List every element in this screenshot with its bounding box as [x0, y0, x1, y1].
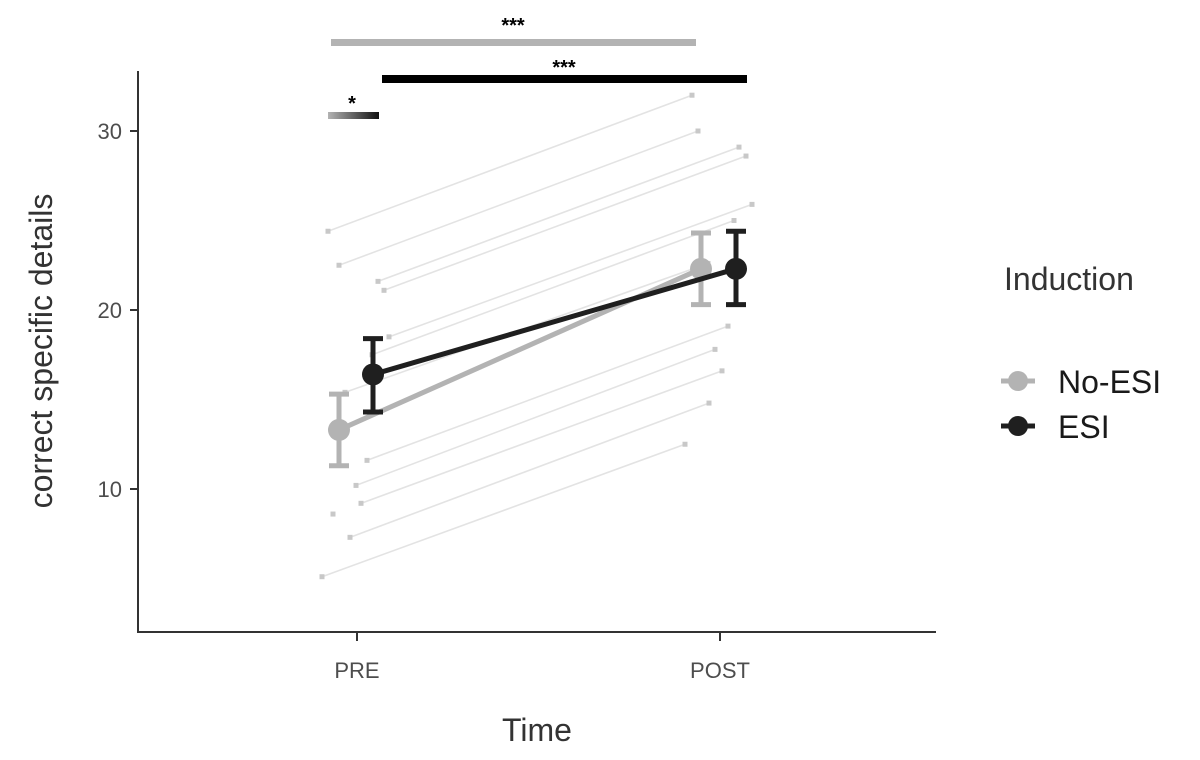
y-tick-30: 30 — [98, 119, 122, 144]
legend-label-no-esi: No-ESI — [1058, 364, 1161, 400]
group-means — [328, 228, 747, 469]
legend: Induction No-ESI ESI — [1001, 261, 1161, 445]
x-axis-ticks: PRE POST — [334, 632, 750, 683]
participant-line — [358, 368, 725, 506]
sig-label-no-esi: *** — [501, 15, 525, 37]
legend-label-esi: ESI — [1058, 409, 1110, 445]
sig-bar-pre — [328, 112, 379, 119]
participant-line — [381, 153, 749, 293]
participant-line — [325, 92, 695, 234]
sig-label-pre: * — [348, 93, 356, 115]
sig-label-esi: *** — [552, 57, 576, 79]
y-axis-title: correct specific details — [23, 194, 59, 509]
participant-line — [336, 128, 701, 268]
participant-line — [364, 323, 731, 463]
legend-item-no-esi: No-ESI — [1001, 364, 1161, 400]
sig-bar-esi — [382, 75, 747, 83]
participant-line — [386, 201, 755, 340]
legend-marker-no-esi-icon — [1008, 371, 1028, 391]
x-tick-post: POST — [690, 658, 750, 683]
y-tick-20: 20 — [98, 298, 122, 323]
x-axis-title: Time — [502, 712, 572, 748]
x-tick-pre: PRE — [334, 658, 379, 683]
legend-marker-esi-icon — [1008, 416, 1028, 436]
significance-annotations: *** *** * — [328, 15, 747, 119]
y-axis-ticks: 30 20 10 — [98, 119, 138, 502]
y-tick-10: 10 — [98, 477, 122, 502]
sig-bar-no-esi — [331, 39, 696, 46]
individual-lines — [319, 92, 755, 580]
participant-line — [347, 400, 712, 540]
series-esi — [362, 228, 747, 415]
participant-line — [375, 144, 742, 284]
legend-item-esi: ESI — [1001, 409, 1110, 445]
participant-line — [319, 441, 688, 580]
participant-line — [353, 346, 718, 488]
participant-point — [330, 511, 336, 517]
legend-title: Induction — [1004, 261, 1134, 297]
